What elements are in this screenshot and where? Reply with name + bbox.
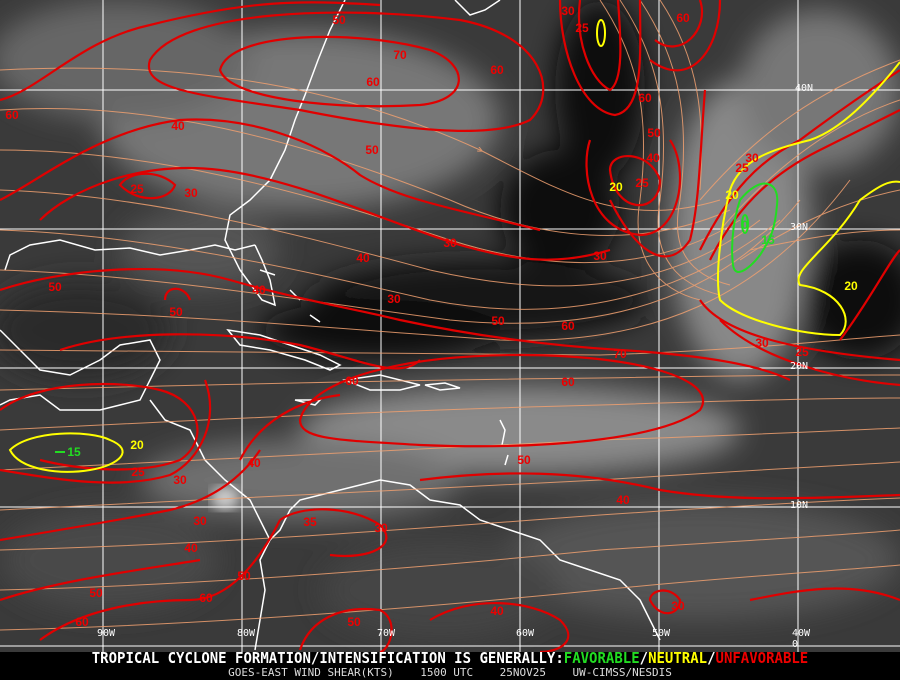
contour-label-unfavorable: 30	[193, 514, 207, 528]
contour-label-neutral: 20	[609, 180, 623, 194]
contour-label-unfavorable: 40	[252, 283, 266, 297]
contour-label-unfavorable: 30	[184, 186, 198, 200]
lon-label-40w: 40W	[792, 628, 811, 639]
caption-bar: TROPICAL CYCLONE FORMATION/INTENSIFICATI…	[0, 650, 900, 680]
lat-label-20n: 20N	[790, 361, 809, 372]
contour-label-unfavorable: 25	[795, 345, 809, 359]
neutral-contours	[8, 19, 900, 473]
lon-label-70w: 70W	[377, 628, 396, 639]
contour-label-neutral: 20	[844, 279, 858, 293]
contour-label-favorable: 15	[761, 233, 775, 247]
contour-label-unfavorable: 30	[173, 473, 187, 487]
lat-label-40n: 40N	[795, 83, 814, 94]
legend-neutral: NEUTRAL	[648, 650, 708, 668]
contour-label-unfavorable: 25	[575, 21, 589, 35]
contour-label-unfavorable: 40	[490, 604, 504, 618]
streamlines	[0, 0, 900, 631]
contour-label-unfavorable: 70	[613, 347, 627, 361]
contour-label-unfavorable: 60	[75, 615, 89, 629]
contour-label-unfavorable: 60	[199, 591, 213, 605]
contour-label-unfavorable: 60	[490, 63, 504, 77]
contour-label-unfavorable: 25	[130, 182, 144, 196]
contour-label-unfavorable: 50	[332, 13, 346, 27]
contour-label-unfavorable: 35	[303, 515, 317, 529]
contour-label-unfavorable: 50	[89, 586, 103, 600]
contour-label-unfavorable: 30	[374, 521, 388, 535]
lat-label-0: 0	[792, 639, 799, 650]
contour-label-unfavorable: 60	[638, 91, 652, 105]
legend-favorable: FAVORABLE	[563, 650, 640, 668]
legend-unfavorable: UNFAVORABLE	[715, 650, 809, 668]
contour-label-favorable: 0	[741, 218, 749, 232]
unfavorable-contours	[0, 0, 900, 652]
contour-label-unfavorable: 40	[616, 493, 630, 507]
lon-label-50w: 50W	[652, 628, 671, 639]
lon-label-90w: 90W	[97, 628, 116, 639]
contour-label-unfavorable: 50	[169, 305, 183, 319]
contour-label-unfavorable: 60	[561, 375, 575, 389]
contour-label-unfavorable: 25	[635, 176, 649, 190]
caption-prefix: TROPICAL CYCLONE FORMATION/INTENSIFICATI…	[91, 650, 564, 668]
contour-label-unfavorable: 30	[593, 249, 607, 263]
contour-label-unfavorable: 50	[647, 126, 661, 140]
contour-label-unfavorable: 50	[365, 143, 379, 157]
contour-label-unfavorable: 60	[5, 108, 19, 122]
contour-label-unfavorable: 40	[171, 119, 185, 133]
legend-separator: /	[639, 650, 649, 668]
contour-label-unfavorable: 30	[745, 151, 759, 165]
contour-label-unfavorable: 40	[646, 151, 660, 165]
contour-label-unfavorable: 50	[347, 615, 361, 629]
contour-label-unfavorable: 50	[237, 569, 251, 583]
contour-label-unfavorable: 30	[387, 292, 401, 306]
contour-label-unfavorable: 60	[561, 319, 575, 333]
contour-label-unfavorable: 50	[48, 280, 62, 294]
contour-label-unfavorable: 30	[443, 236, 457, 250]
lon-label-80w: 80W	[237, 628, 256, 639]
lat-label-10n: 10N	[790, 500, 809, 511]
legend-separator: /	[707, 650, 716, 668]
contour-label-unfavorable: 30	[671, 599, 685, 613]
contour-label-unfavorable: 60	[366, 75, 380, 89]
contour-label-favorable: 15	[67, 445, 81, 459]
contour-label-unfavorable: 40	[184, 541, 198, 555]
contour-label-unfavorable: 60	[345, 374, 359, 388]
lat-label-30n: 30N	[790, 222, 809, 233]
contour-label-unfavorable: 70	[393, 48, 407, 62]
contour-label-neutral: 20	[130, 438, 144, 452]
contour-label-unfavorable: 25	[131, 465, 145, 479]
contour-label-unfavorable: 50	[517, 453, 531, 467]
caption-title: TROPICAL CYCLONE FORMATION/INTENSIFICATI…	[0, 650, 900, 668]
caption-subtitle: GOES-EAST WIND SHEAR(KTS) 1500 UTC 25NOV…	[228, 666, 672, 679]
lat-lon-grid	[0, 0, 900, 652]
contour-label-unfavorable: 50	[491, 314, 505, 328]
contour-label-unfavorable: 40	[247, 456, 261, 470]
contour-label-unfavorable: 25	[735, 161, 749, 175]
contour-label-unfavorable: 40	[356, 251, 370, 265]
contour-label-unfavorable: 30	[561, 4, 575, 18]
map-canvas	[0, 0, 900, 652]
contour-label-unfavorable: 60	[676, 11, 690, 25]
favorable-contours	[55, 182, 779, 453]
lon-label-60w: 60W	[516, 628, 535, 639]
satellite-imagery	[0, 0, 900, 652]
contour-label-unfavorable: 30	[755, 336, 769, 350]
contour-label-neutral: 20	[725, 188, 739, 202]
